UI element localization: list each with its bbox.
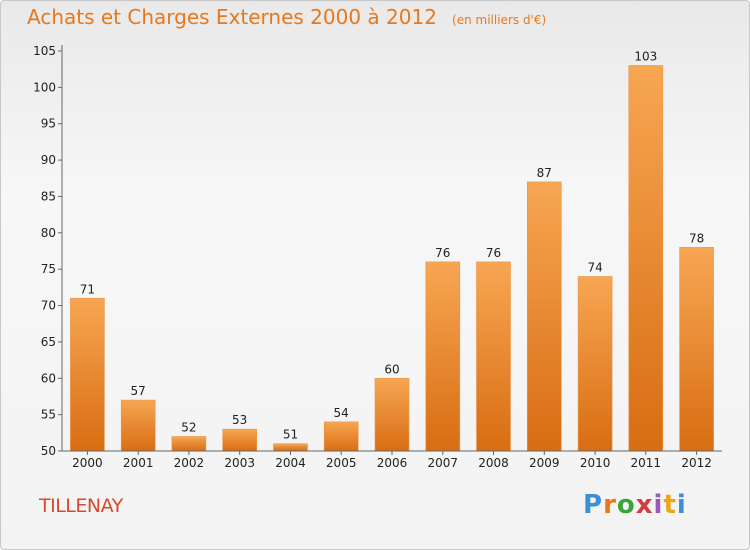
value-label-2009: 87 [537, 166, 552, 180]
logo-letter: r [603, 490, 617, 520]
commune-name: TILLENAY [39, 495, 123, 517]
y-tick-95: 95 [41, 117, 56, 131]
x-tick-2000: 2000 [72, 456, 103, 470]
value-label-2006: 60 [384, 362, 399, 376]
value-label-2008: 76 [486, 246, 501, 260]
x-tick-2002: 2002 [174, 456, 205, 470]
y-tick-80: 80 [41, 226, 56, 240]
chart-subtitle: (en milliers d'€) [452, 13, 547, 27]
value-label-2010: 74 [587, 261, 602, 275]
y-tick-90: 90 [41, 153, 56, 167]
y-tick-75: 75 [41, 262, 56, 276]
logo-letter: o [616, 490, 636, 520]
y-tick-50: 50 [41, 444, 56, 458]
x-tick-2012: 2012 [681, 456, 712, 470]
value-label-2012: 78 [689, 231, 704, 245]
bar-2001 [120, 399, 156, 452]
x-tick-2001: 2001 [123, 456, 154, 470]
bar-2005 [323, 421, 359, 452]
x-tick-2008: 2008 [478, 456, 509, 470]
x-tick-2009: 2009 [529, 456, 560, 470]
y-tick-100: 100 [33, 80, 56, 94]
y-tick-65: 65 [41, 335, 56, 349]
bar-2006 [374, 377, 410, 452]
value-label-2007: 76 [435, 246, 450, 260]
bar-2009 [526, 181, 562, 452]
logo-letter: P [583, 490, 604, 520]
logo-letter: i [653, 490, 664, 520]
value-label-2005: 54 [334, 406, 349, 420]
y-tick-60: 60 [41, 371, 56, 385]
value-label-2001: 57 [131, 384, 146, 398]
logo-letter: x [635, 490, 654, 520]
title-row: Achats et Charges Externes 2000 à 2012 (… [27, 5, 546, 29]
bar-2008 [476, 261, 511, 452]
y-tick-55: 55 [41, 408, 56, 422]
x-tick-2006: 2006 [377, 456, 408, 470]
proxiti-logo: Proxiti [583, 490, 687, 520]
bar-2000 [70, 297, 105, 452]
x-tick-2004: 2004 [275, 456, 306, 470]
bar-2003 [222, 428, 257, 452]
y-tick-85: 85 [41, 189, 56, 203]
x-tick-2007: 2007 [428, 456, 459, 470]
bar-2010 [577, 276, 613, 452]
bar-2007 [425, 261, 461, 452]
y-tick-105: 105 [33, 44, 56, 58]
bar-2004 [273, 443, 308, 452]
bar-2002 [171, 436, 207, 452]
value-label-2004: 51 [283, 428, 298, 442]
logo-letter: i [676, 490, 687, 520]
bar-2011 [628, 65, 664, 452]
logo-letter: t [663, 490, 677, 520]
value-label-2000: 71 [80, 282, 95, 296]
x-tick-2005: 2005 [326, 456, 357, 470]
chart-title: Achats et Charges Externes 2000 à 2012 [27, 5, 437, 29]
value-label-2003: 53 [232, 413, 247, 427]
x-tick-2010: 2010 [580, 456, 611, 470]
y-tick-70: 70 [41, 299, 56, 313]
x-tick-2003: 2003 [224, 456, 255, 470]
bar-2012 [679, 247, 714, 452]
value-label-2011: 103 [634, 50, 657, 64]
value-label-2002: 52 [181, 421, 196, 435]
x-tick-2011: 2011 [631, 456, 662, 470]
